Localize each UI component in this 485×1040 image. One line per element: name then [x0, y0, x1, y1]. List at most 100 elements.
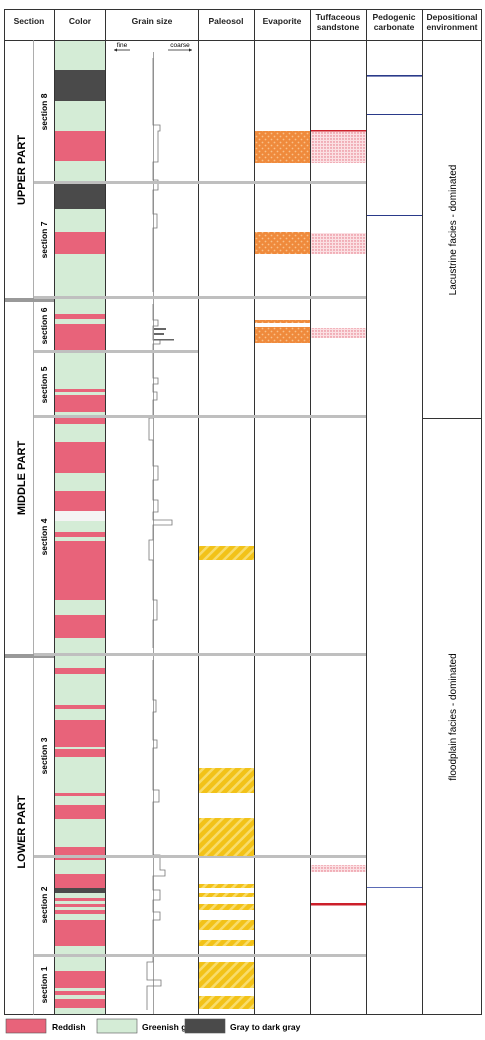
section-label: section 3 — [39, 737, 49, 774]
section-label: section 7 — [39, 221, 49, 258]
section-break — [34, 415, 366, 418]
section-break — [34, 653, 366, 656]
section-break — [34, 296, 366, 299]
color-column — [55, 41, 105, 1014]
paleosol-column — [199, 546, 254, 1009]
grain-size-axis: fine coarse — [114, 42, 192, 1014]
part-label-lower: LOWER PART — [16, 795, 28, 868]
carbonate-line — [367, 215, 422, 216]
column-headers: Section Color Grain size Paleosol Evapor… — [14, 12, 478, 32]
section-label: section 8 — [39, 93, 49, 130]
reddish-layer — [55, 324, 105, 350]
header-color: Color — [69, 16, 92, 26]
paleosol-layer — [199, 768, 254, 793]
reddish-layer — [55, 418, 105, 424]
legend-label-greenish-gray: Greenish gray — [142, 1022, 199, 1032]
column-dividers — [54, 9, 423, 1015]
section-break — [34, 855, 366, 858]
reddish-layer — [55, 910, 105, 914]
reddish-layer — [55, 389, 105, 392]
chart-frame — [4, 9, 482, 1015]
evaporite-layer — [255, 131, 310, 163]
legend-swatch-reddish — [5, 1018, 47, 1034]
evaporite-layer — [255, 327, 310, 343]
grain-fine-label: fine — [117, 42, 128, 49]
reddish-layer — [55, 991, 105, 995]
coarse-mark — [154, 333, 164, 335]
reddish-layer — [55, 874, 105, 888]
pale-layer — [55, 511, 105, 521]
tuff-layer — [311, 865, 366, 872]
gray-layer — [55, 184, 105, 209]
reddish-layer — [55, 395, 105, 412]
section-label: section 1 — [39, 966, 49, 1003]
section-break — [34, 350, 198, 353]
header-sandstone: sandstone — [317, 22, 360, 32]
legend-swatch-greenish-gray — [96, 1018, 138, 1034]
tuffaceous-column — [311, 130, 366, 906]
part-label-upper: UPPER PART — [16, 135, 28, 205]
paleosol-layer — [199, 920, 254, 930]
reddish-layer — [55, 541, 105, 600]
reddish-layer — [55, 232, 105, 254]
tuff-layer — [311, 233, 366, 254]
section-label: section 6 — [39, 307, 49, 344]
reddish-layer — [55, 491, 105, 511]
header-tuffaceous: Tuffaceous — [316, 12, 361, 22]
paleosol-layer — [199, 940, 254, 946]
evaporite-layer — [255, 320, 310, 323]
evaporite-column — [255, 131, 310, 343]
reddish-layer — [55, 720, 105, 747]
legend-swatch-gray — [184, 1018, 226, 1034]
section-break — [34, 181, 366, 184]
reddish-layer — [55, 131, 105, 161]
grain-coarse-label: coarse — [170, 42, 190, 49]
paleosol-layer — [199, 904, 254, 910]
coarse-mark — [154, 328, 166, 330]
gray-layer — [55, 888, 105, 893]
header-pedogenic: Pedogenic — [373, 12, 416, 22]
coarse-arrow-head — [189, 48, 192, 52]
gray-layer — [55, 70, 105, 101]
reddish-layer — [55, 999, 105, 1008]
header-carbonate: carbonate — [374, 22, 415, 32]
section-break — [34, 954, 366, 957]
header-evaporite: Evaporite — [263, 16, 302, 26]
reddish-layer — [55, 920, 105, 946]
header-depositional: Depositional — [426, 12, 477, 22]
reddish-layer — [55, 705, 105, 709]
header-environment: environment — [426, 22, 477, 32]
paleosol-layer — [199, 962, 254, 988]
section-label: section 5 — [39, 366, 49, 403]
reddish-layer — [55, 314, 105, 319]
section-breaks — [34, 181, 366, 957]
reddish-layer — [55, 847, 105, 860]
section-label: section 4 — [39, 518, 49, 555]
environment-label-lacustrine: Lacustrine facies - dominated — [448, 165, 459, 296]
header-grain-size: Grain size — [132, 16, 173, 26]
tuff-line — [311, 903, 366, 906]
tuff-layer — [311, 328, 366, 338]
reddish-layer — [55, 793, 105, 796]
grain-size-trace-lower — [146, 660, 166, 1010]
carbonate-column — [367, 75, 422, 888]
legend: Reddish Greenish gray Gray to dark gray — [5, 1018, 301, 1034]
reddish-layer — [55, 805, 105, 819]
reddish-layer — [55, 971, 105, 988]
paleosol-layer — [199, 996, 254, 1009]
reddish-layer — [55, 904, 105, 907]
tuff-layer — [311, 131, 366, 163]
environment-column: Lacustrine facies - dominated floodplain… — [422, 165, 482, 781]
paleosol-layer — [199, 893, 254, 897]
carbonate-line — [367, 114, 422, 115]
fine-arrow-head — [114, 48, 117, 52]
grain-size-curve — [146, 58, 173, 1010]
paleosol-layer — [199, 884, 254, 888]
reddish-layer — [55, 615, 105, 638]
carbonate-line — [367, 75, 422, 77]
section-label: section 2 — [39, 886, 49, 923]
reddish-layer — [55, 442, 105, 473]
paleosol-layer — [199, 546, 254, 560]
carbonate-line — [367, 887, 422, 888]
